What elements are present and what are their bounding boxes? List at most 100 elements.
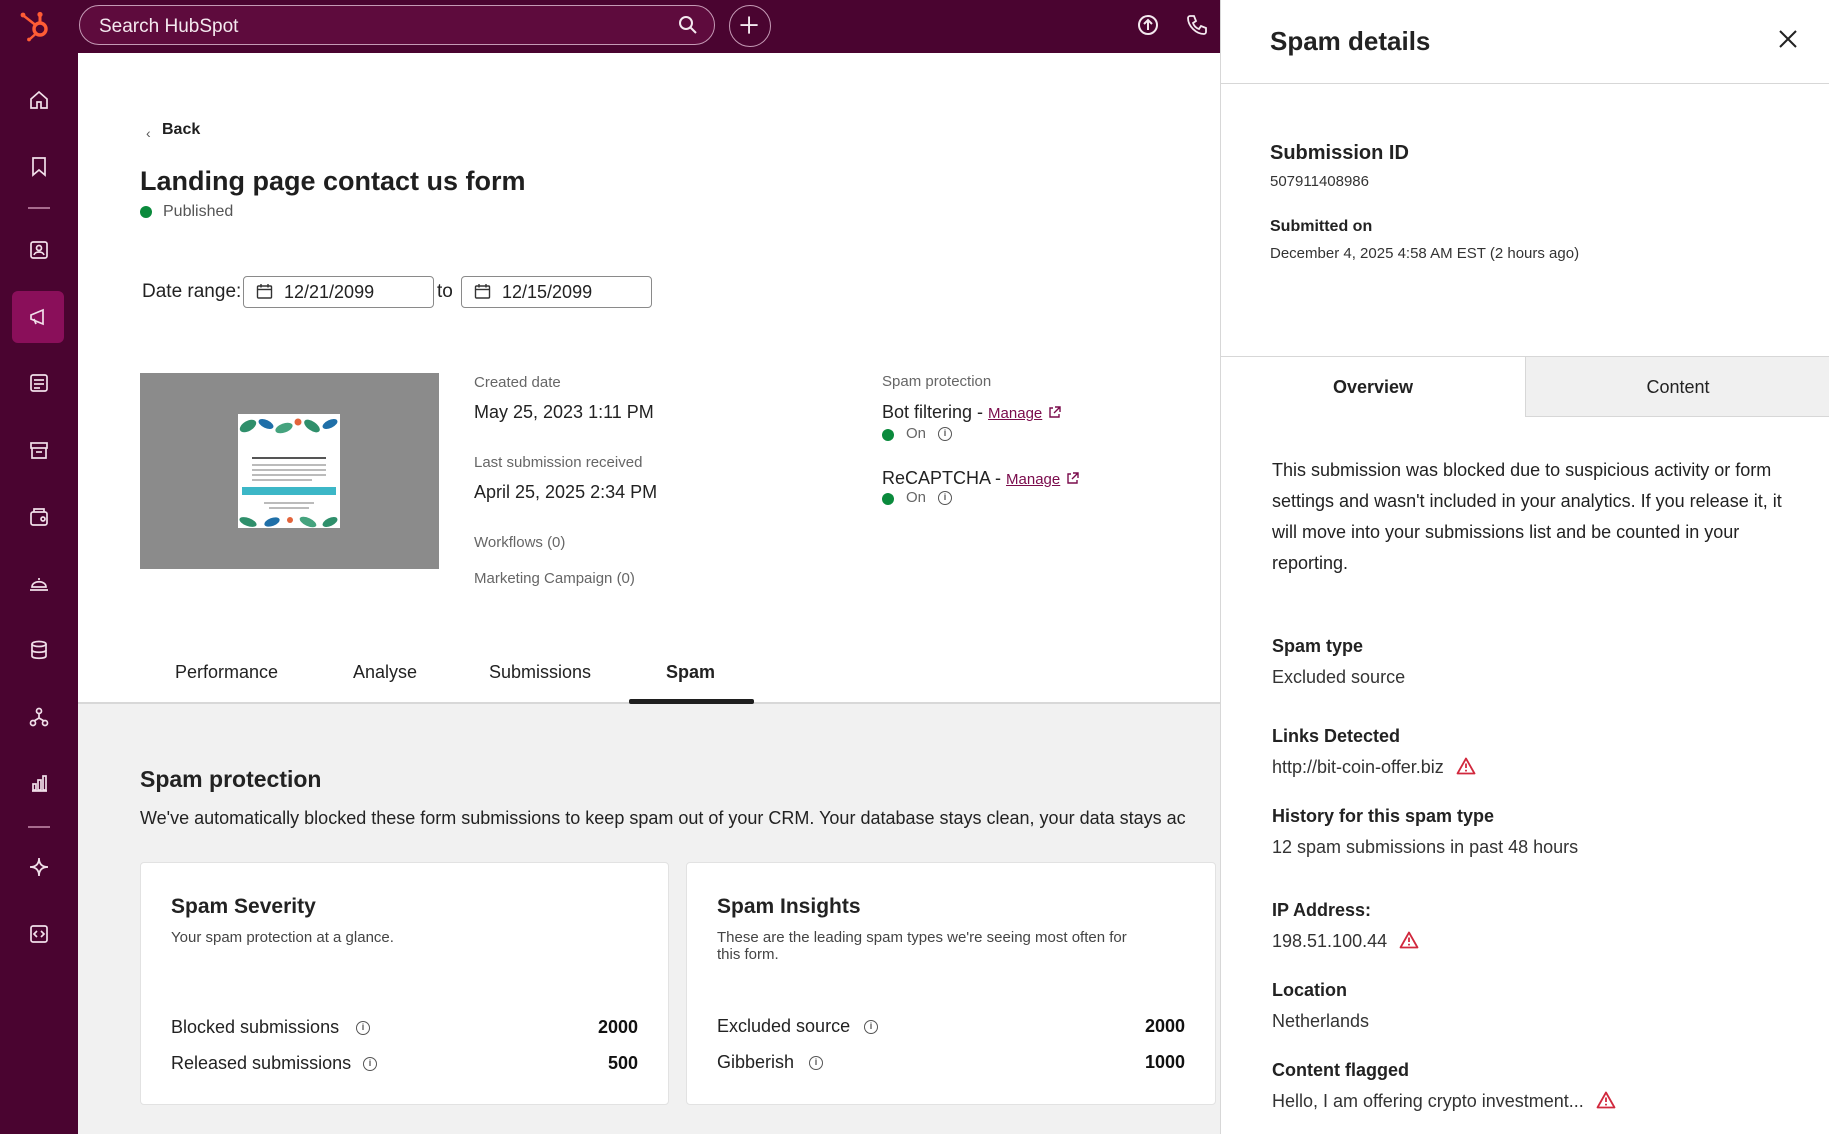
warning-icon xyxy=(1456,757,1476,775)
marketing-campaign-link[interactable]: Marketing Campaign (0) xyxy=(474,570,635,587)
blocked-submissions-value: 2000 xyxy=(597,1017,638,1037)
leaf-decoration-icon xyxy=(239,418,338,434)
date-from-input[interactable]: 12/21/2099 xyxy=(243,276,434,308)
tab-spam[interactable]: Spam xyxy=(666,662,716,682)
sales-icon[interactable] xyxy=(24,502,54,532)
spam-protection-label: Spam protection xyxy=(882,373,992,390)
search-icon[interactable] xyxy=(678,15,698,35)
service-icon[interactable] xyxy=(24,568,54,598)
bot-filtering-status: On xyxy=(906,425,927,442)
bookmark-icon[interactable] xyxy=(24,151,54,181)
data-icon[interactable] xyxy=(24,635,54,665)
page-title: Landing page contact us form xyxy=(140,166,526,196)
info-icon[interactable]: i xyxy=(363,1057,377,1071)
recaptcha-status-dot xyxy=(882,493,894,505)
reporting-icon[interactable] xyxy=(24,768,54,798)
ip-address-label: IP Address: xyxy=(1272,900,1372,920)
spam-section-title: Spam protection xyxy=(140,766,322,792)
gibberish-label: Gibberish xyxy=(717,1052,795,1072)
ip-address-value: 198.51.100.44 xyxy=(1272,931,1388,951)
recaptcha-manage-link[interactable]: Manage xyxy=(1006,471,1061,488)
phone-icon[interactable] xyxy=(1185,13,1209,37)
commerce-icon[interactable] xyxy=(24,435,54,465)
date-from-value: 12/21/2099 xyxy=(284,282,375,302)
spam-type-label: Spam type xyxy=(1272,636,1364,656)
automation-icon[interactable] xyxy=(24,702,54,732)
external-link-icon xyxy=(1067,472,1079,484)
spam-details-panel: Spam details Submission ID 507911408986 … xyxy=(1220,0,1829,1134)
card-subtitle: These are the leading spam types we're s… xyxy=(717,929,1127,963)
bot-filtering-status-dot xyxy=(882,429,894,441)
close-icon[interactable] xyxy=(1777,28,1799,50)
tab-content[interactable]: Content xyxy=(1525,356,1829,417)
upgrade-icon[interactable] xyxy=(1136,13,1160,37)
hubspot-logo[interactable] xyxy=(18,8,52,42)
developer-icon[interactable] xyxy=(24,919,54,949)
created-date-value: May 25, 2023 1:11 PM xyxy=(474,402,654,422)
leaf-decoration-icon xyxy=(239,516,338,528)
links-detected-label: Links Detected xyxy=(1272,726,1401,746)
form-preview-thumbnail[interactable] xyxy=(140,373,439,569)
ip-address-row: 198.51.100.44 xyxy=(1272,931,1419,952)
bot-filtering-row: Bot filtering - Manage xyxy=(882,402,1061,423)
content-icon[interactable] xyxy=(24,368,54,398)
search-input[interactable]: Search HubSpot xyxy=(79,5,715,45)
tab-performance[interactable]: Performance xyxy=(175,662,279,682)
workflows-link[interactable]: Workflows (0) xyxy=(474,534,566,551)
sidebar-divider xyxy=(28,826,50,828)
spam-section-description: We've automatically blocked these form s… xyxy=(140,808,1186,828)
card-subtitle-line: These are the leading spam types we're s… xyxy=(717,929,1127,946)
ai-icon[interactable] xyxy=(24,852,54,882)
blocked-submissions-label: Blocked submissions xyxy=(171,1017,340,1037)
bot-filtering-manage-link[interactable]: Manage xyxy=(988,405,1043,422)
submitted-on-value: December 4, 2025 4:58 AM EST (2 hours ag… xyxy=(1270,245,1580,262)
info-icon[interactable]: i xyxy=(356,1021,370,1035)
info-icon[interactable]: i xyxy=(938,491,952,505)
tab-analyse[interactable]: Analyse xyxy=(353,662,418,682)
sidebar xyxy=(0,0,78,1134)
panel-header-divider xyxy=(1221,83,1829,84)
location-label: Location xyxy=(1272,980,1347,1000)
info-icon[interactable]: i xyxy=(864,1020,878,1034)
gibberish-value: 1000 xyxy=(1144,1052,1185,1072)
calendar-icon xyxy=(256,284,273,299)
submission-id-label: Submission ID xyxy=(1270,142,1409,164)
history-value: 12 spam submissions in past 48 hours xyxy=(1272,837,1579,857)
warning-icon xyxy=(1596,1091,1616,1109)
card-subtitle-line: this form. xyxy=(717,946,779,963)
date-to-input[interactable]: 12/15/2099 xyxy=(461,276,652,308)
bot-filtering-title: Bot filtering - xyxy=(882,402,989,422)
spam-type-value: Excluded source xyxy=(1272,667,1406,687)
contacts-icon[interactable] xyxy=(24,235,54,265)
created-date-label: Created date xyxy=(474,374,561,391)
spam-severity-card: Spam Severity Your spam protection at a … xyxy=(140,862,669,1105)
recaptcha-row: ReCAPTCHA - Manage xyxy=(882,468,1079,489)
status-dot xyxy=(140,206,152,218)
location-value: Netherlands xyxy=(1272,1011,1370,1031)
history-label: History for this spam type xyxy=(1272,806,1495,826)
date-to-value: 12/15/2099 xyxy=(502,282,593,302)
spam-insights-card: Spam Insights These are the leading spam… xyxy=(686,862,1216,1105)
calendar-icon xyxy=(474,284,491,299)
marketing-icon[interactable] xyxy=(24,302,54,332)
date-to-label: to xyxy=(437,281,453,302)
tab-submissions[interactable]: Submissions xyxy=(489,662,592,682)
last-submission-label: Last submission received xyxy=(474,454,643,471)
info-icon[interactable]: i xyxy=(809,1056,823,1070)
links-detected-row: http://bit-coin-offer.biz xyxy=(1272,757,1476,778)
create-button[interactable] xyxy=(729,5,771,47)
submitted-on-label: Submitted on xyxy=(1270,218,1373,235)
tab-overview[interactable]: Overview xyxy=(1221,356,1525,417)
released-submissions-value: 500 xyxy=(607,1053,638,1073)
recaptcha-title: ReCAPTCHA - xyxy=(882,468,1007,488)
released-submissions-label: Released submissions xyxy=(171,1053,352,1073)
home-icon[interactable] xyxy=(24,85,54,115)
recaptcha-status: On xyxy=(906,489,927,506)
panel-description: This submission was blocked due to suspi… xyxy=(1272,460,1782,573)
active-tab-indicator xyxy=(629,699,754,704)
info-icon[interactable]: i xyxy=(938,427,952,441)
back-link[interactable]: Back xyxy=(162,121,201,138)
warning-icon xyxy=(1399,931,1419,949)
last-submission-value: April 25, 2025 2:34 PM xyxy=(474,482,658,502)
card-title: Spam Insights xyxy=(717,895,861,918)
